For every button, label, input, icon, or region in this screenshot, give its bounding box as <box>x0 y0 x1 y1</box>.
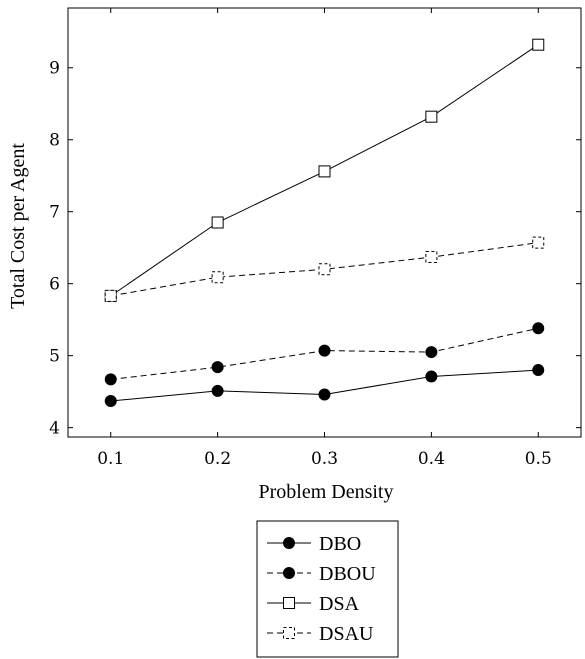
legend-label-dsau: DSAU <box>319 623 374 645</box>
x-tick-label: 0.2 <box>204 449 231 469</box>
legend-marker-dbo <box>283 537 295 549</box>
y-tick-label: 6 <box>49 275 60 295</box>
x-tick-label: 0.4 <box>418 449 445 469</box>
legend-label-dsa: DSA <box>319 593 360 615</box>
legend-marker-dbou <box>283 567 295 579</box>
data-point-dbou <box>211 361 224 374</box>
x-tick-label: 0.1 <box>97 449 124 469</box>
data-point-dbo <box>318 388 331 401</box>
legend-box <box>256 520 399 658</box>
data-point-dsau <box>318 263 331 276</box>
y-tick-label: 8 <box>49 131 60 151</box>
y-tick-label: 5 <box>49 347 60 367</box>
y-axis-title: Total Cost per Agent <box>7 143 29 309</box>
legend-marker-dsau <box>283 627 295 639</box>
legend-label-dbo: DBO <box>319 533 361 555</box>
legend: DBO DBOU DSA DSAU <box>256 520 399 658</box>
data-point-dbou <box>532 322 545 335</box>
y-tick-label: 7 <box>49 203 60 223</box>
data-point-dsau <box>104 289 117 302</box>
data-point-dbo <box>425 370 438 383</box>
x-axis-title: Problem Density <box>259 481 394 503</box>
data-point-dbo <box>532 364 545 377</box>
y-tick-label: 9 <box>49 59 60 79</box>
data-point-dbou <box>104 373 117 386</box>
data-point-dsau <box>532 236 545 249</box>
x-tick-label: 0.5 <box>525 449 552 469</box>
data-point-dsa <box>318 165 331 178</box>
data-point-dsa <box>532 38 545 51</box>
y-tick-label: 4 <box>49 419 60 439</box>
legend-marker-dsa <box>283 597 295 609</box>
x-tick-label: 0.3 <box>311 449 338 469</box>
data-point-dsau <box>425 251 438 264</box>
data-point-dsa <box>425 110 438 123</box>
data-point-dsa <box>211 216 224 229</box>
data-point-dbo <box>211 384 224 397</box>
data-point-dbo <box>104 395 117 408</box>
data-point-dbou <box>318 344 331 357</box>
legend-label-dbou: DBOU <box>319 563 376 585</box>
data-point-dsau <box>211 271 224 284</box>
data-point-dbou <box>425 346 438 359</box>
